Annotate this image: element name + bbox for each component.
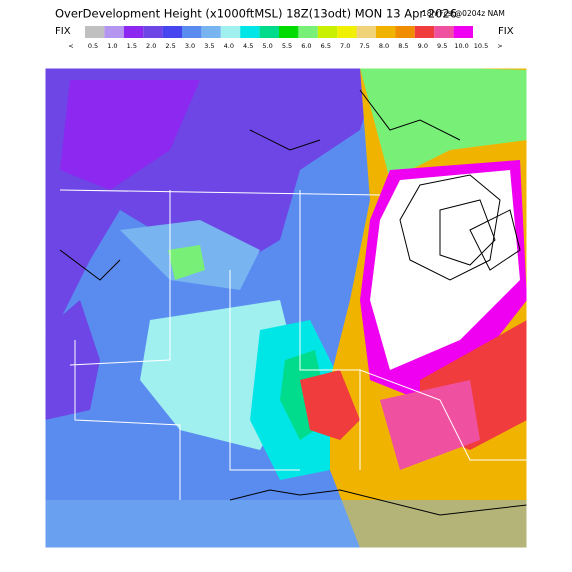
- legend-swatch: [201, 26, 221, 38]
- legend-swatch: [453, 26, 473, 38]
- fix-button-left[interactable]: FIX: [55, 26, 71, 37]
- legend-label: 10.5: [474, 42, 488, 50]
- legend-label: 3.0: [185, 42, 195, 50]
- forecast-label: 18hrFcst@0204z NAM: [422, 9, 505, 18]
- legend-swatch: [376, 26, 396, 38]
- legend-swatch: [356, 26, 376, 38]
- legend-label: 1.0: [107, 42, 117, 50]
- legend: 0.5 1.0 1.5 2.0 2.5 3.0 3.5 4.0 4.5 5.0 5.5 6.0 6.5 7…: [85, 26, 488, 50]
- legend-swatch: [182, 26, 202, 38]
- legend-swatch: [337, 26, 357, 38]
- legend-label: 5.5: [282, 42, 292, 50]
- legend-swatch: [279, 26, 299, 38]
- legend-swatch: [220, 26, 241, 38]
- legend-label: 2.0: [146, 42, 156, 50]
- legend-label: 5.0: [262, 42, 272, 50]
- legend-swatch: [298, 26, 318, 38]
- legend-swatch: [414, 26, 435, 38]
- legend-high: >: [497, 42, 502, 50]
- legend-low: <: [68, 42, 73, 50]
- legend-swatch: [123, 26, 144, 38]
- legend-label: 1.5: [127, 42, 137, 50]
- legend-label: 2.5: [165, 42, 175, 50]
- legend-swatch: [317, 26, 338, 38]
- legend-label: 10.0: [454, 42, 468, 50]
- fix-button-right[interactable]: FIX: [498, 26, 514, 37]
- legend-swatch: [104, 26, 124, 38]
- map: [44, 67, 528, 549]
- legend-label: 3.5: [204, 42, 214, 50]
- legend-swatch: [434, 26, 454, 38]
- legend-label: 4.0: [224, 42, 234, 50]
- legend-label: 4.5: [243, 42, 253, 50]
- legend-label: 6.5: [321, 42, 331, 50]
- legend-label: 7.0: [340, 42, 350, 50]
- legend-label: 7.5: [359, 42, 369, 50]
- legend-swatch: [240, 26, 260, 38]
- legend-label: 9.5: [437, 42, 447, 50]
- legend-label: 8.0: [379, 42, 389, 50]
- legend-swatch: [259, 26, 279, 38]
- legend-label: 8.5: [398, 42, 408, 50]
- legend-swatch: [143, 26, 163, 38]
- legend-swatch: [162, 26, 182, 38]
- legend-label: 6.0: [301, 42, 311, 50]
- legend-label: 9.0: [418, 42, 428, 50]
- title: OverDevelopment Height (x1000ftMSL) 18Z(…: [55, 7, 457, 21]
- legend-swatch: [395, 26, 415, 38]
- legend-label: 0.5: [88, 42, 98, 50]
- legend-swatch: [85, 26, 105, 38]
